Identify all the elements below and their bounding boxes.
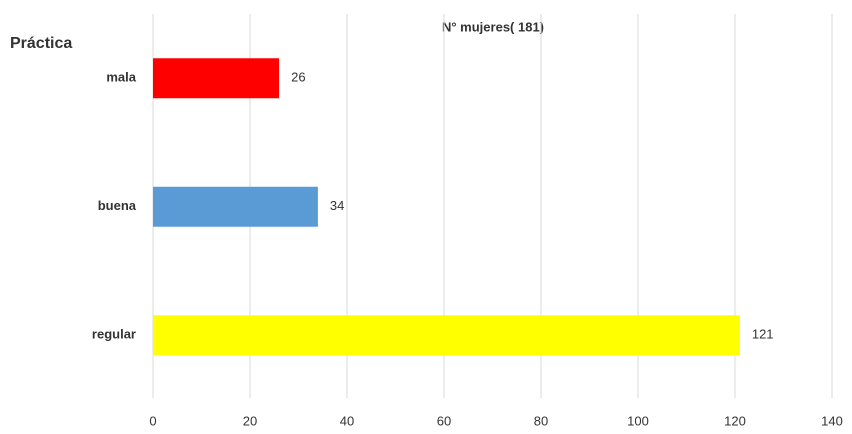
y-tick-label: mala	[106, 70, 136, 85]
data-label: 26	[291, 70, 305, 85]
x-tick-label: 20	[243, 413, 257, 428]
x-tick-label: 60	[437, 413, 451, 428]
y-tick-label: regular	[92, 327, 136, 342]
x-tick-label: 40	[340, 413, 354, 428]
x-tick-label: 100	[627, 413, 649, 428]
bar	[153, 315, 740, 356]
data-label: 121	[752, 327, 774, 342]
x-tick-label: 80	[534, 413, 548, 428]
x-tick-label: 120	[724, 413, 746, 428]
bar	[153, 186, 318, 227]
x-tick-label: 0	[149, 413, 156, 428]
y-axis-label: Práctica	[10, 35, 72, 52]
x-tick-label: 140	[821, 413, 843, 428]
y-tick-label: buena	[98, 198, 137, 213]
chart-title: N° mujeres( 181)	[442, 19, 544, 34]
bar	[153, 58, 280, 99]
data-label: 34	[330, 198, 344, 213]
